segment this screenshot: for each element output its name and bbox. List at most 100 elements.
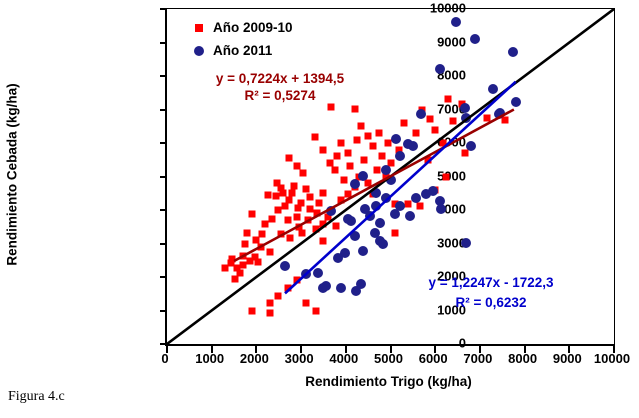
data-point-square <box>373 166 381 174</box>
data-point-circle <box>374 218 385 229</box>
data-point-circle <box>357 171 368 182</box>
data-point-square <box>254 258 262 266</box>
data-point-square <box>416 202 424 210</box>
data-point-square <box>315 199 323 207</box>
x-axis-tick-label: 2000 <box>239 351 269 366</box>
data-point-square <box>293 276 301 284</box>
data-point-circle <box>428 185 439 196</box>
data-point-circle <box>507 46 518 57</box>
data-point-circle <box>394 151 405 162</box>
x-axis-tick <box>300 346 303 353</box>
data-point-circle <box>460 103 471 114</box>
data-point-square <box>344 149 352 157</box>
data-point-square <box>311 133 318 141</box>
data-point-square <box>284 284 292 292</box>
y-axis-tick <box>160 41 167 44</box>
data-point-square <box>304 216 312 224</box>
y-axis-tick-label: 0 <box>458 335 466 351</box>
data-point-circle <box>416 108 427 119</box>
data-point-square <box>449 117 457 125</box>
data-point-square <box>306 193 314 201</box>
data-point-square <box>285 154 293 162</box>
y-axis-tick-label: 10000 <box>429 0 466 16</box>
equation-line: y = 1,2247x - 1722,3 <box>428 275 554 290</box>
data-point-circle <box>370 187 381 198</box>
data-point-square <box>231 275 239 283</box>
data-point-circle <box>451 17 462 28</box>
data-point-square <box>426 115 434 123</box>
data-point-square <box>272 192 280 200</box>
legend: Año 2009-10 Año 2011 <box>191 16 293 62</box>
y-axis-tick <box>160 309 167 312</box>
data-point-square <box>353 136 361 144</box>
data-point-square <box>346 162 354 170</box>
x-axis-tick-label: 6000 <box>418 351 448 366</box>
data-point-circle <box>349 231 360 242</box>
x-axis-tick <box>166 346 168 353</box>
legend-label: Año 2011 <box>213 43 273 58</box>
data-point-circle <box>410 192 421 203</box>
data-point-square <box>369 142 377 150</box>
y-axis-tick <box>160 108 167 111</box>
x-axis-tick-label: 1000 <box>195 351 225 366</box>
legend-label: Año 2009-10 <box>213 20 293 35</box>
data-point-square <box>257 243 265 251</box>
data-point-square <box>337 196 345 204</box>
data-point-square <box>266 309 274 317</box>
x-axis-tick <box>523 346 526 353</box>
data-point-square <box>360 156 368 164</box>
data-point-square <box>400 119 408 127</box>
x-axis-tick-label: 9000 <box>552 351 582 366</box>
x-axis-tick <box>613 346 615 353</box>
plot-area: Año 2009-10 Año 2011 y = 0,7224x + 1394,… <box>160 8 615 353</box>
data-point-square <box>281 202 289 210</box>
data-point-circle <box>312 267 323 278</box>
data-point-square <box>333 152 341 160</box>
y-axis-tick <box>160 242 167 245</box>
data-point-square <box>357 122 365 130</box>
x-axis-tick <box>568 346 571 353</box>
data-point-circle <box>461 237 472 248</box>
data-point-square <box>236 269 244 277</box>
data-point-circle <box>493 108 504 119</box>
data-point-circle <box>332 252 343 263</box>
data-point-square <box>286 234 294 242</box>
data-point-square <box>299 169 307 177</box>
data-point-square <box>306 205 314 213</box>
data-point-square <box>319 146 327 154</box>
r-squared-line: R² = 0,6232 <box>455 295 527 310</box>
data-point-square <box>302 185 310 193</box>
data-point-square <box>391 229 399 237</box>
x-axis-tick <box>210 346 213 353</box>
y-axis-tick <box>160 343 167 345</box>
data-point-circle <box>408 141 419 151</box>
data-point-square <box>228 255 236 263</box>
data-point-square <box>378 152 386 160</box>
x-axis-title: Rendimiento Trigo (kg/ha) <box>305 374 472 389</box>
data-point-square <box>319 189 327 197</box>
data-point-square <box>412 129 420 137</box>
data-point-circle <box>355 279 366 290</box>
data-point-square <box>290 182 298 190</box>
data-point-square <box>241 240 249 247</box>
data-point-circle <box>342 214 353 225</box>
data-point-circle <box>488 84 499 95</box>
data-point-square <box>277 230 285 238</box>
x-axis-tick <box>478 346 481 353</box>
data-point-square <box>431 126 439 134</box>
data-point-circle <box>470 34 481 45</box>
data-point-square <box>351 105 359 113</box>
r-squared-line: R² = 0,5274 <box>244 88 316 103</box>
x-axis-tick-label: 10000 <box>593 351 631 366</box>
y-axis-title: Rendimiento Cebada (kg/ha) <box>4 83 20 266</box>
data-point-square <box>261 220 269 228</box>
legend-square-marker-icon <box>191 23 207 32</box>
legend-item-2009-10: Año 2009-10 <box>191 16 293 39</box>
data-point-square <box>331 166 339 174</box>
data-point-square <box>501 116 509 124</box>
data-point-square <box>302 299 310 307</box>
data-point-circle <box>349 178 360 189</box>
data-point-circle <box>390 133 401 144</box>
data-point-square <box>243 229 251 237</box>
data-point-circle <box>405 211 416 222</box>
